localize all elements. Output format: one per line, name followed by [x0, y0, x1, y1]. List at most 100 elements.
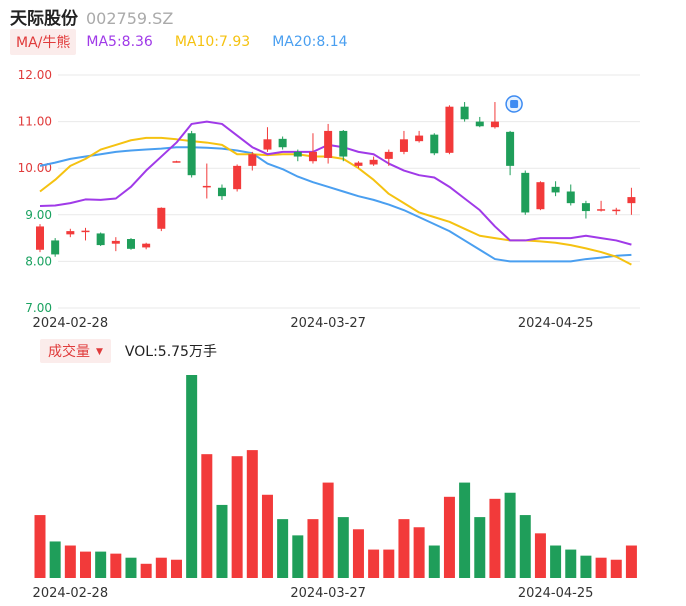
- volume-bar: [307, 519, 319, 578]
- candle-body: [475, 121, 484, 127]
- candle-body: [415, 135, 424, 142]
- volume-bar: [155, 557, 167, 578]
- volume-legend: 成交量 ▼ VOL:5.75万手: [40, 339, 217, 363]
- volume-bar: [428, 545, 440, 578]
- volume-value: VOL:5.75万手: [124, 344, 217, 360]
- candle-body: [460, 106, 469, 120]
- volume-bar: [534, 533, 546, 578]
- volume-bar: [443, 496, 455, 578]
- candle-body: [66, 231, 75, 235]
- volume-bar: [186, 375, 198, 578]
- moving-average-lines: [39, 120, 632, 266]
- candle-body: [278, 138, 287, 148]
- candle-body: [308, 151, 317, 162]
- ma20-line: [39, 146, 632, 263]
- volume-bar: [580, 555, 592, 578]
- x-tick-label: 2024-04-25: [518, 316, 594, 331]
- price-x-axis: 2024-02-28 2024-03-27 2024-04-25: [33, 316, 594, 331]
- y-tick-label: 10.00: [18, 161, 52, 175]
- y-tick-label: 11.00: [18, 115, 52, 129]
- volume-bar: [246, 450, 258, 578]
- candle-body: [536, 182, 545, 210]
- candle-body: [187, 133, 196, 176]
- volume-bar: [368, 549, 380, 578]
- x-tick-label: 2024-04-25: [518, 586, 594, 601]
- volume-bar: [383, 549, 395, 578]
- candle-body: [51, 240, 60, 255]
- volume-bar: [201, 454, 213, 578]
- candle-body: [581, 203, 590, 212]
- ma10-line: [39, 136, 632, 266]
- candle-body: [217, 187, 226, 197]
- candle-body: [597, 209, 606, 211]
- marker-icon: [510, 100, 519, 108]
- candle-body: [551, 186, 560, 193]
- candle-body: [506, 131, 515, 166]
- candle-body: [369, 159, 378, 165]
- ma5-label: MA5:8.36: [86, 34, 153, 50]
- candle-body: [490, 121, 499, 128]
- volume-bar: [474, 517, 486, 578]
- y-tick-label: 8.00: [25, 254, 52, 268]
- ma-indicator-button[interactable]: MA/牛熊: [10, 29, 77, 55]
- volume-bar: [352, 529, 364, 578]
- candle-body: [293, 151, 302, 157]
- candle-body: [248, 154, 257, 166]
- volume-bar: [565, 549, 577, 578]
- candle-body: [384, 151, 393, 159]
- volume-tag-label: 成交量: [48, 344, 90, 360]
- stock-title: 天际股份 002759.SZ: [10, 4, 174, 29]
- volume-bar: [110, 553, 122, 578]
- volume-bar: [49, 541, 61, 578]
- volume-bar: [95, 551, 107, 578]
- candle-body: [566, 191, 575, 204]
- volume-bar: [231, 456, 243, 578]
- volume-bar: [277, 519, 289, 578]
- volume-bar: [519, 515, 531, 578]
- volume-bar: [322, 482, 334, 578]
- caret-down-icon: ▼: [96, 347, 103, 357]
- volume-bar: [550, 545, 562, 578]
- volume-bar: [79, 551, 91, 578]
- volume-bar: [504, 492, 516, 578]
- y-tick-label: 9.00: [25, 208, 52, 222]
- x-tick-label: 2024-02-28: [33, 586, 109, 601]
- candle-body: [263, 139, 272, 150]
- candle-body: [36, 226, 44, 250]
- candle-body: [157, 207, 166, 229]
- event-marker[interactable]: [505, 95, 523, 113]
- volume-bar: [337, 517, 349, 578]
- candle-body: [96, 233, 105, 246]
- candle-body: [612, 209, 621, 212]
- volume-bar: [398, 519, 410, 578]
- candle-body: [430, 134, 439, 154]
- candle-body: [142, 243, 151, 248]
- candle-body: [399, 139, 408, 152]
- candle-body: [339, 130, 348, 157]
- volume-indicator-button[interactable]: 成交量 ▼: [40, 339, 111, 363]
- candle-body: [354, 162, 363, 166]
- candle-body: [126, 239, 135, 249]
- volume-bar: [610, 559, 622, 578]
- volume-bar: [625, 545, 637, 578]
- candle-body: [233, 165, 242, 190]
- y-tick-label: 12.00: [18, 68, 52, 82]
- candle-body: [81, 230, 90, 233]
- candle-body: [172, 161, 181, 163]
- x-tick-label: 2024-02-28: [33, 316, 109, 331]
- volume-bar: [216, 504, 228, 578]
- x-tick-label: 2024-03-27: [290, 586, 366, 601]
- ma20-label: MA20:8.14: [272, 34, 348, 50]
- ma-legend: MA/牛熊 MA5:8.36 MA10:7.93 MA20:8.14: [10, 29, 370, 55]
- x-tick-label: 2024-03-27: [290, 316, 366, 331]
- volume-bar: [489, 498, 501, 578]
- y-tick-label: 7.00: [25, 301, 52, 315]
- candle-body: [324, 130, 333, 158]
- candle-body: [202, 185, 211, 188]
- stock-code: 002759.SZ: [86, 9, 174, 28]
- ma10-label: MA10:7.93: [174, 34, 251, 50]
- volume-bar: [125, 557, 137, 578]
- stock-name: 天际股份: [10, 9, 78, 29]
- candle-body: [445, 106, 454, 153]
